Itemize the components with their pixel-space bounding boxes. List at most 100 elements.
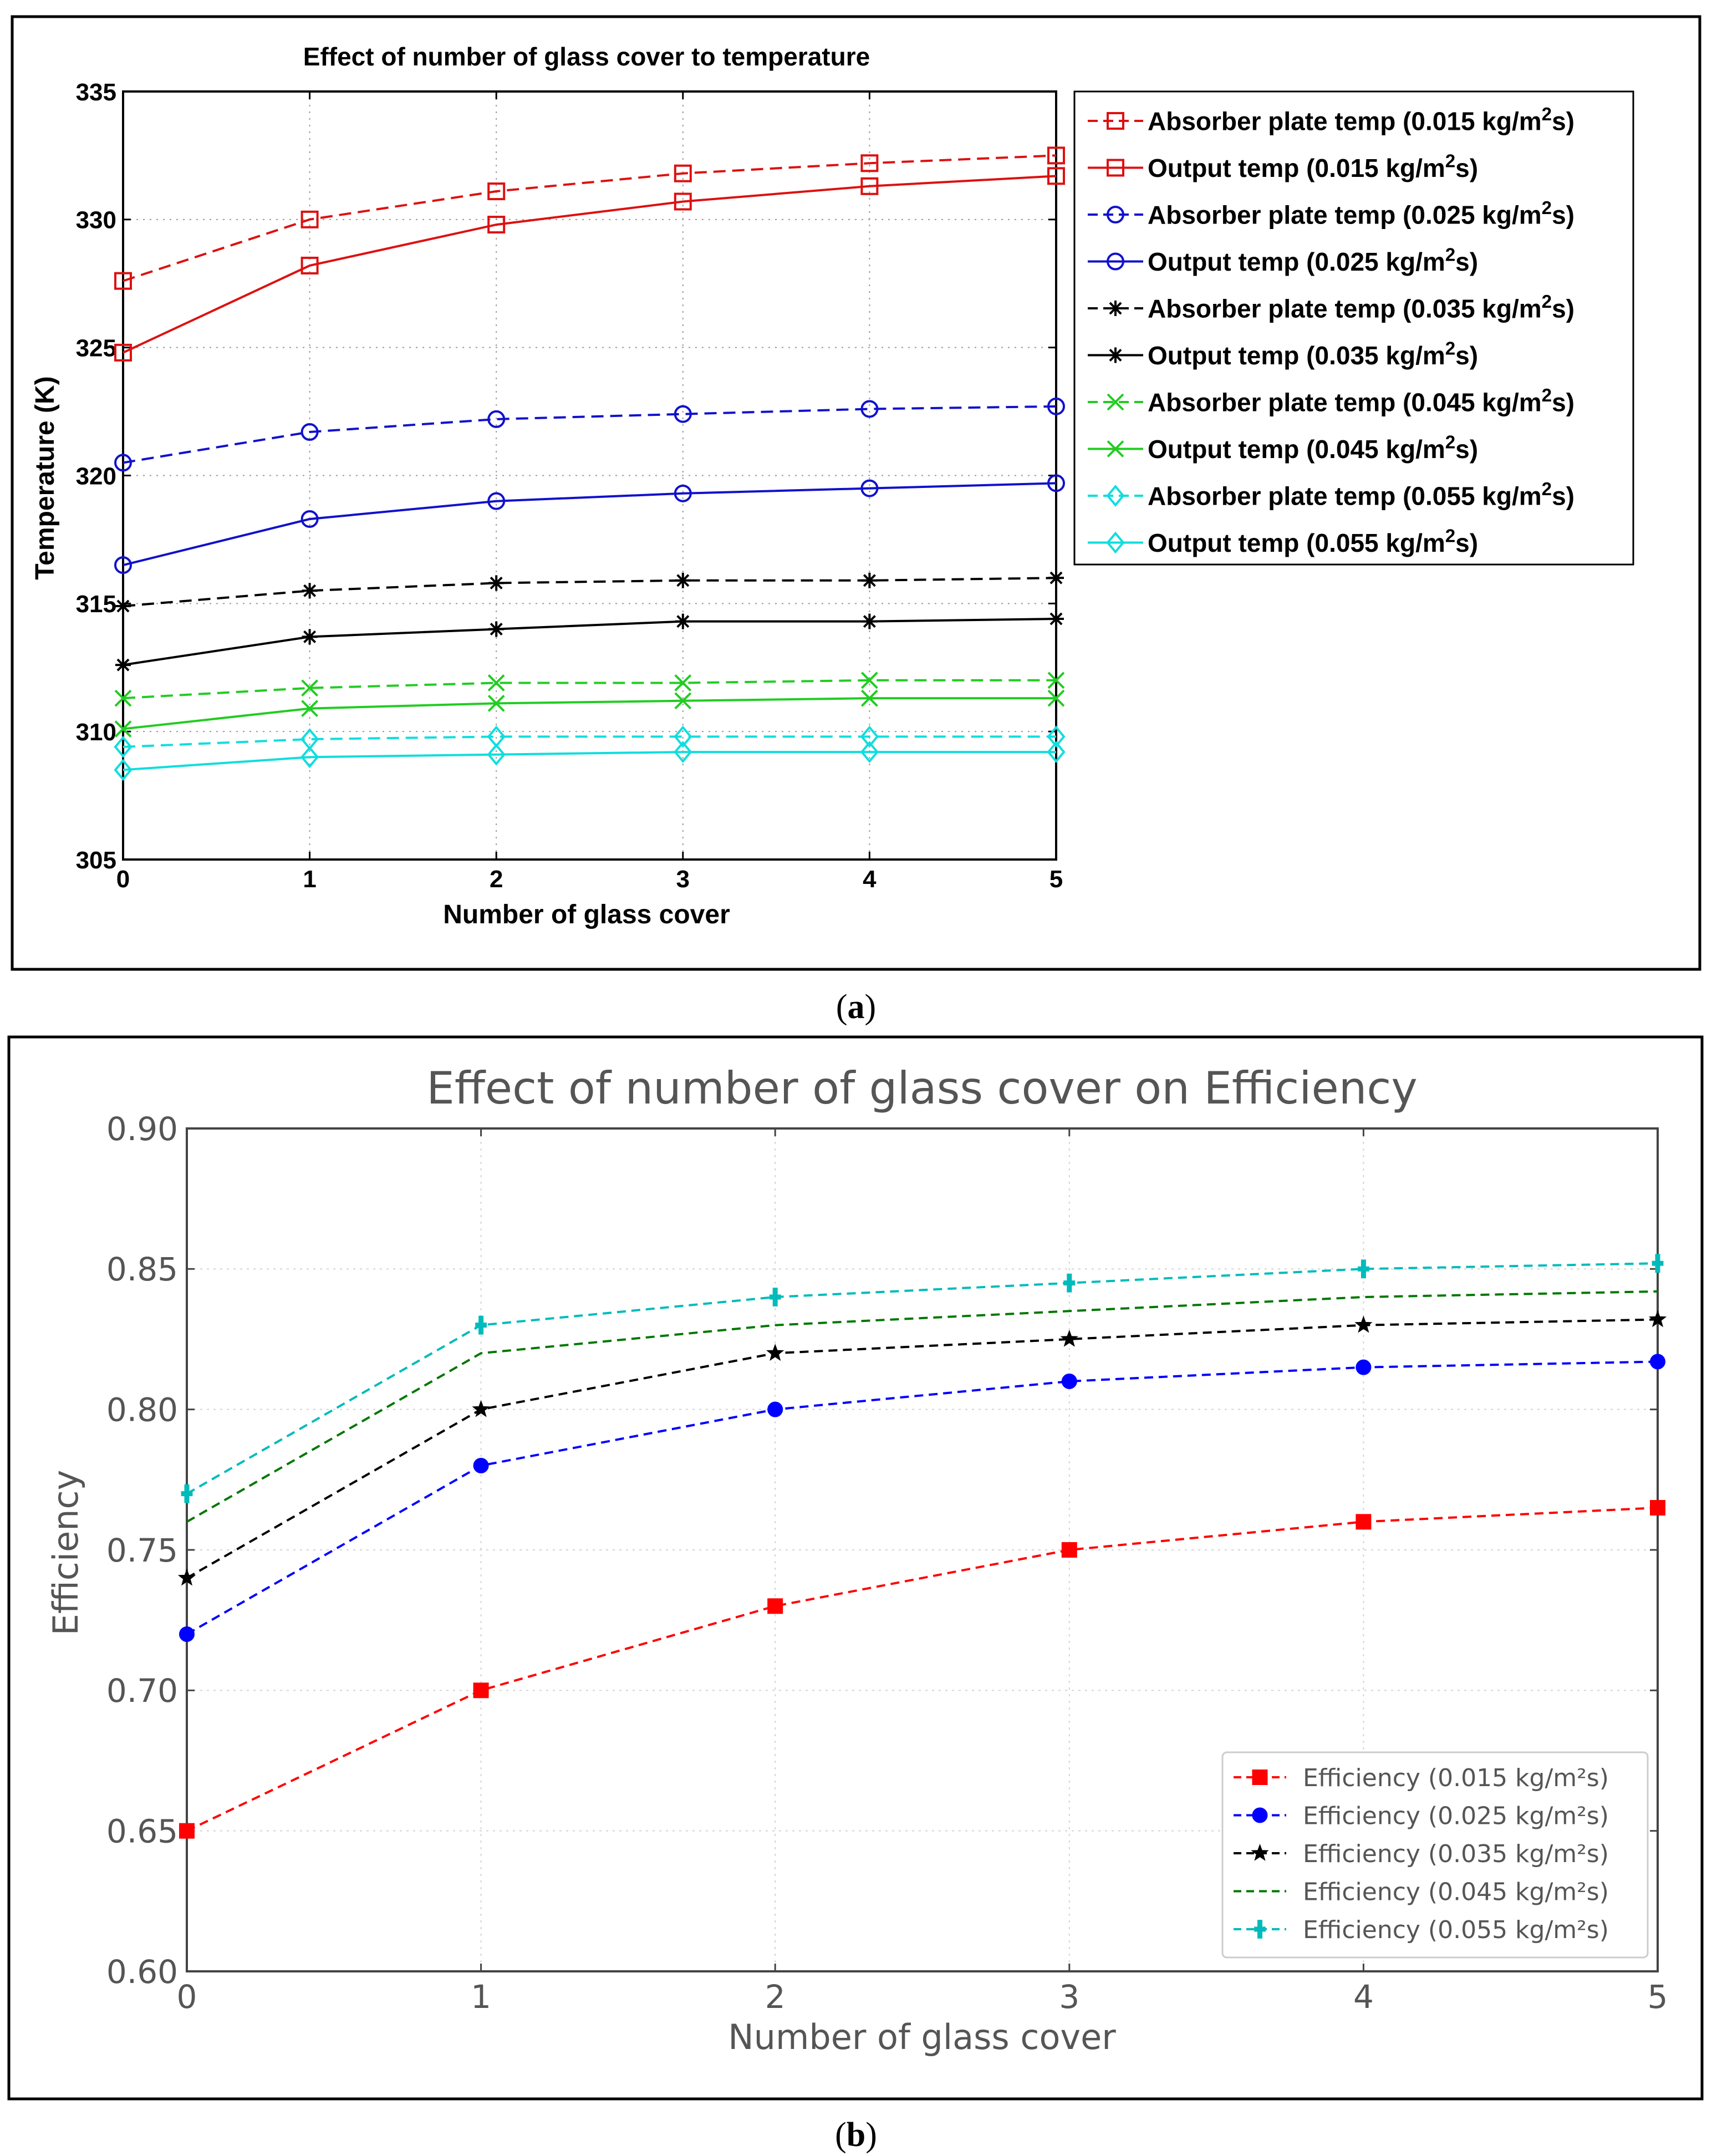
b-legend-marker-1-shape [1253,1808,1267,1823]
a-legend-marker-5-shape [1108,348,1123,363]
b-xtick-label-4: 4 [1353,1978,1374,2016]
a-legend-label-tail-5: s) [1455,341,1478,370]
a-legend-marker-5 [1108,348,1123,363]
a-ytick-label-6: 335 [76,79,116,106]
a-xtick-label-5: 5 [1049,866,1063,893]
panel-a-legend: Absorber plate temp (0.015 kg/m2s) Output… [1074,91,1633,565]
a-series-5-point-4-shape [862,614,877,629]
a-legend-label-3: Output temp (0.025 kg/m2s) [1148,245,1478,276]
a-series-4-point-4 [862,573,877,588]
a-legend-label-tail-1: s) [1455,154,1478,182]
b-ytick-label-3: 0.75 [106,1532,178,1569]
a-ytick-label-4: 325 [76,335,116,362]
a-series-4-point-5 [1048,570,1064,586]
b-series-1-point-3 [1062,1374,1077,1389]
a-legend-label-text-2: Absorber plate temp (0.025 kg/m [1148,201,1542,230]
a-legend-label-tail-0: s) [1552,107,1575,136]
b-xtick-label-0: 0 [177,1978,197,2016]
a-legend-label-text-5: Output temp (0.035 kg/m [1148,341,1445,370]
b-legend-marker-0-shape [1253,1770,1267,1784]
b-series-0-point-3-shape [1062,1543,1077,1557]
a-legend-label-text-8: Absorber plate temp (0.055 kg/m [1148,482,1542,511]
a-legend-label-text-7: Output temp (0.045 kg/m [1148,435,1445,464]
a-legend-label-8: Absorber plate temp (0.055 kg/m2s) [1148,479,1575,510]
b-legend-marker-1 [1253,1808,1267,1823]
caption-a: (a) [836,988,876,1026]
a-legend-label-sup-3: 2 [1445,245,1455,266]
a-legend-label-sup-2: 2 [1542,198,1552,218]
b-series-1-point-3-shape [1062,1374,1077,1389]
panel-a-title: Effect of number of glass cover to tempe… [303,42,870,71]
a-legend-label-tail-9: s) [1455,528,1478,557]
a-xtick-label-1: 1 [303,866,316,893]
b-ytick-label-1: 0.65 [106,1813,178,1850]
b-legend-label-3: Efficiency (0.045 kg/m²s) [1303,1878,1609,1906]
a-ytick-label-3: 320 [76,462,116,490]
b-series-0-point-0 [180,1824,194,1838]
caption-a-letter: a [848,988,865,1026]
a-series-5-point-0 [115,657,131,673]
b-series-0-point-1-shape [474,1683,488,1697]
b-xtick-label-1: 1 [471,1978,491,2016]
b-series-1-point-5-shape [1650,1355,1665,1369]
a-series-4-point-2 [488,575,504,591]
b-legend-label-0: Efficiency (0.015 kg/m²s) [1303,1764,1609,1792]
a-legend-item-8: Absorber plate temp (0.055 kg/m2s) [1088,479,1575,510]
b-series-1-point-2 [768,1402,782,1417]
a-series-5-point-2 [488,622,504,637]
a-series-4-point-1 [302,583,318,598]
b-legend-label-text-2: Efficiency (0.035 kg/m²s) [1303,1840,1609,1868]
a-series-4-point-0 [115,598,131,614]
a-legend-label-sup-4: 2 [1542,292,1552,312]
panel-b-xlabel: Number of glass cover [728,2017,1116,2057]
a-series-4-point-4-shape [862,573,877,588]
b-ytick-label-2: 0.70 [106,1672,178,1710]
a-legend-item-0: Absorber plate temp (0.015 kg/m2s) [1088,104,1575,135]
a-legend-label-tail-2: s) [1552,201,1575,230]
a-legend-label-sup-6: 2 [1542,385,1552,406]
a-ytick-label-5: 330 [76,207,116,234]
b-series-0-point-1 [474,1683,488,1697]
a-series-5-point-5-shape [1048,611,1064,627]
figure: 0 1 2 3 4 5305310315320325330335 Effect of nu… [0,0,1712,2156]
a-legend-label-sup-5: 2 [1445,339,1455,359]
b-series-0-point-5 [1650,1501,1665,1515]
panel-b-legend: Efficiency (0.015 kg/m²s) Efficiency (0.0… [1222,1752,1648,1957]
b-series-0-point-4-shape [1356,1514,1370,1529]
b-series-0-point-4 [1356,1514,1370,1529]
a-legend-label-tail-7: s) [1455,435,1478,464]
a-legend-item-2: Absorber plate temp (0.025 kg/m2s) [1088,198,1575,229]
a-xtick-label-0: 0 [116,866,130,893]
a-series-4-point-3 [675,573,691,588]
a-series-5-point-3-shape [675,614,691,629]
b-series-0-point-0-shape [180,1824,194,1838]
b-series-1-point-1-shape [474,1458,488,1473]
a-legend-marker-4 [1108,301,1123,316]
b-series-1-point-0 [180,1627,194,1641]
b-xtick-label-5: 5 [1648,1978,1668,2016]
a-legend-label-text-9: Output temp (0.055 kg/m [1148,528,1445,557]
a-ytick-label-2: 315 [76,591,116,618]
a-legend-label-text-4: Absorber plate temp (0.035 kg/m [1148,294,1542,323]
panel-b-efficiency-chart: 0 1 2 3 4 5 0.60 0.65 0.70 0.75 0.80 0.85 0.90 Effec… [9,1037,1702,2099]
a-xtick-label-2: 2 [490,866,503,893]
a-legend-label-6: Absorber plate temp (0.045 kg/m2s) [1148,385,1575,416]
a-series-5-point-1-shape [302,629,318,644]
b-ytick-label-6: 0.90 [106,1110,178,1148]
a-series-5-point-1 [302,629,318,644]
a-series-4-point-5-shape [1048,570,1064,586]
a-legend-label-text-1: Output temp (0.015 kg/m [1148,154,1445,182]
b-series-0-point-2 [768,1599,782,1613]
b-legend-label-text-1: Efficiency (0.025 kg/m²s) [1303,1802,1609,1830]
a-series-4-point-2-shape [488,575,504,591]
a-series-4-point-3-shape [675,573,691,588]
a-legend-label-text-6: Absorber plate temp (0.045 kg/m [1148,388,1542,417]
a-legend-label-text-3: Output temp (0.025 kg/m [1148,247,1445,276]
panel-a-temperature-chart: 0 1 2 3 4 5 305 310 315 320 325 330 335 Effect of nu… [12,17,1700,969]
b-legend-label-text-0: Efficiency (0.015 kg/m²s) [1303,1764,1609,1792]
caption-b-letter: b [847,2116,865,2154]
a-legend-item-4: Absorber plate temp (0.035 kg/m2s) [1088,292,1575,323]
b-xtick-label-2: 2 [765,1978,786,2016]
a-legend-label-tail-8: s) [1552,482,1575,511]
a-series-5-point-0-shape [115,657,131,673]
